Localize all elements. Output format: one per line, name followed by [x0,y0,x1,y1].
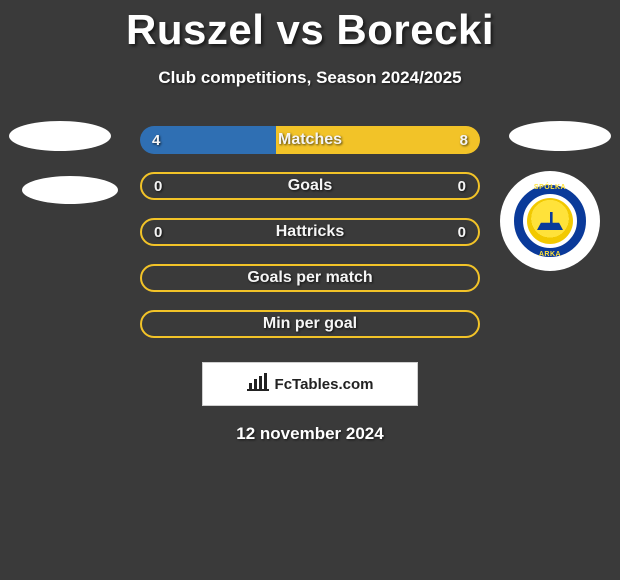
stat-value-right: 8 [460,126,468,154]
left-club-placeholder-icon [22,176,118,204]
right-club-crest: SPÓŁKA ARKA [500,171,600,271]
crest-text-bottom: ARKA [514,251,586,258]
stat-row: Min per goal [140,310,480,338]
stat-label: Min per goal [263,315,357,333]
stat-row: 0 Hattricks 0 [140,218,480,246]
left-player-placeholder-icon [9,121,111,151]
ship-icon [537,212,563,230]
stat-value-right: 0 [458,220,466,244]
stat-value-left: 0 [154,174,162,198]
page-title: Ruszel vs Borecki [0,0,620,54]
stat-value-right: 0 [458,174,466,198]
branding-box: FcTables.com [202,362,418,406]
stat-value-left: 0 [154,220,162,244]
bar-chart-icon [247,373,269,396]
crest-text-top: SPÓŁKA [514,184,586,191]
branding-text: FcTables.com [275,376,374,393]
stat-row: 0 Goals 0 [140,172,480,200]
footer-date: 12 november 2024 [0,424,620,444]
page-subtitle: Club competitions, Season 2024/2025 [0,68,620,88]
stat-fill-left [140,126,276,154]
stat-label: Goals per match [247,269,372,287]
stat-value-left: 4 [152,126,160,154]
stat-row: Goals per match [140,264,480,292]
arka-crest-icon: SPÓŁKA ARKA [514,185,586,257]
stat-label: Matches [278,131,342,149]
stat-label: Goals [288,177,332,195]
right-player-placeholder-icon [509,121,611,151]
stat-row: 4 Matches 8 [140,126,480,154]
stat-label: Hattricks [276,223,344,241]
